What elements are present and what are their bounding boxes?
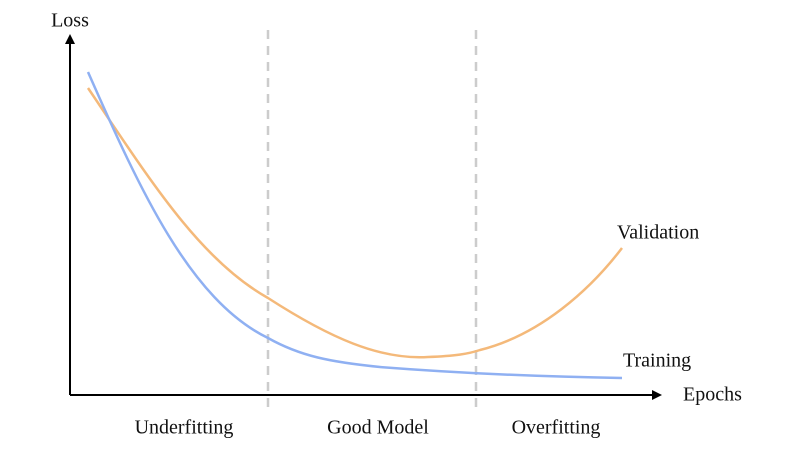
training-curve [86, 71, 623, 380]
curve-label: Training [623, 350, 691, 372]
validation-curve [86, 87, 623, 359]
region-label: Good Model [327, 417, 429, 439]
region-label: Underfitting [135, 417, 234, 439]
region-label: Overfitting [512, 417, 601, 439]
x-axis-label: Epochs [683, 384, 742, 406]
y-axis-label: Loss [51, 10, 89, 32]
curve-label: Validation [617, 222, 699, 244]
